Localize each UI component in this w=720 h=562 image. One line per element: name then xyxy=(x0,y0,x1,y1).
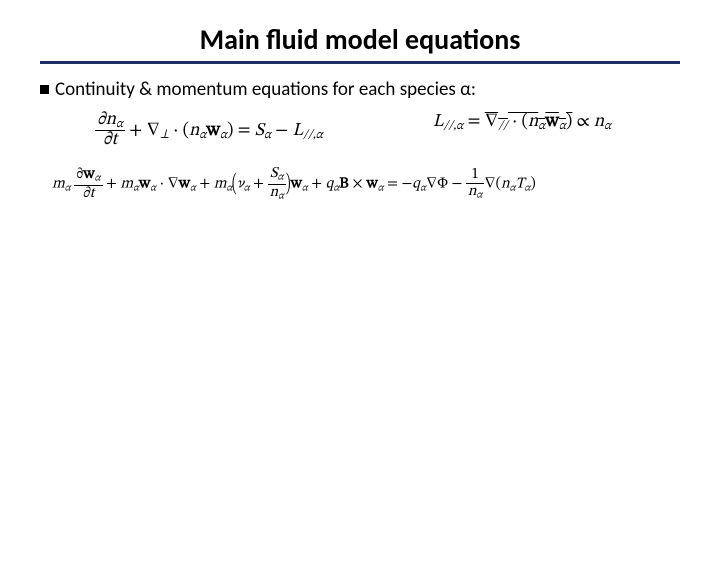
bullet-line: Continuity & momentum equations for each… xyxy=(40,78,680,101)
continuity-equation: ∂nα ∂t + ∇⊥ · (nαwα) = Sα − L//,α xyxy=(95,111,323,150)
bullet-icon xyxy=(40,85,49,94)
bullet-text: Continuity & momentum equations for each… xyxy=(55,78,476,101)
momentum-equation: mα ∂wα ∂t + mαwα · ∇wα + mα(να + Sαnα)wα… xyxy=(52,166,720,202)
parallel-loss-equation: L//,α = ∇// · (nαwα) ∝ nα xyxy=(433,111,611,150)
equation-row-1: ∂nα ∂t + ∇⊥ · (nαwα) = Sα − L//,α L//,α … xyxy=(0,111,720,150)
slide-title: Main fluid model equations xyxy=(40,22,680,64)
